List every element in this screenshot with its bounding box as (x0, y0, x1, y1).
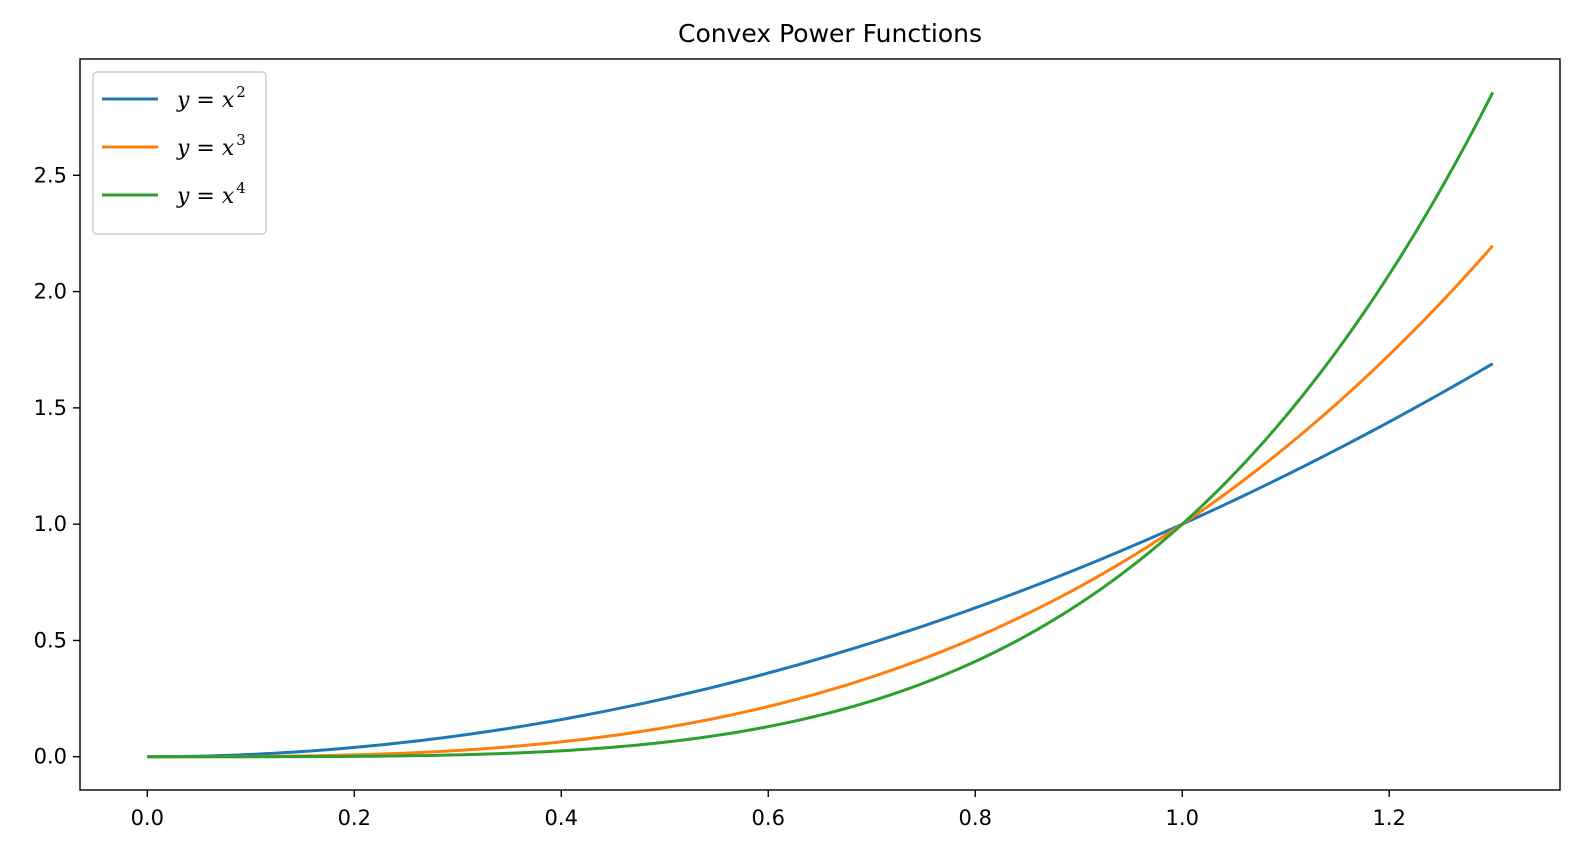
y-tick-label: 0.0 (34, 745, 67, 769)
x-tick-label: 1.2 (1373, 806, 1406, 830)
x-tick-label: 0.8 (959, 806, 992, 830)
x-axis: 0.0 0.2 0.4 0.6 0.8 1.0 1.2 (131, 790, 1406, 830)
y-tick-label: 1.5 (34, 396, 67, 420)
x-tick-label: 1.0 (1166, 806, 1199, 830)
y-tick-label: 1.0 (34, 512, 67, 536)
series-line-x3 (147, 244, 1494, 759)
series-line-x2 (147, 362, 1494, 759)
series-layer (147, 91, 1495, 759)
plot-area-frame (79, 58, 1561, 791)
x-tick-label: 0.2 (338, 806, 371, 830)
y-axis: 0.0 0.5 1.0 1.5 2.0 2.5 (34, 163, 80, 769)
y-tick-label: 0.5 (34, 628, 67, 652)
x-tick-label: 0.0 (131, 806, 164, 830)
y-tick-label: 2.5 (34, 163, 67, 187)
chart-title: Convex Power Functions (678, 19, 982, 48)
x-tick-label: 0.4 (545, 806, 578, 830)
y-tick-label: 2.0 (34, 280, 67, 304)
x-tick-label: 0.6 (752, 806, 785, 830)
series-line-x4 (147, 91, 1495, 759)
